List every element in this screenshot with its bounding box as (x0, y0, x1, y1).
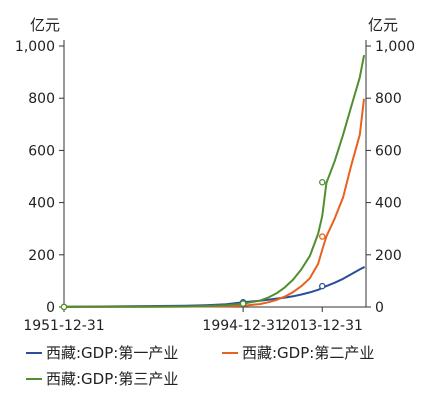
right-tick-label: 0 (375, 300, 384, 316)
series-marker (60, 303, 68, 311)
series-lines (63, 54, 365, 308)
right-tick-label: 800 (375, 91, 402, 107)
right-axis-unit: 亿元 (368, 16, 398, 34)
series-marker (239, 300, 247, 307)
series-line-2 (63, 98, 365, 308)
series-marker (319, 178, 326, 186)
series-line-3 (63, 54, 365, 308)
x-tick-label: 2013-12-31 (282, 318, 363, 334)
left-tick-label: 1,000 (15, 39, 55, 55)
right-tick-label: 1,000 (375, 39, 415, 55)
series-markers (60, 178, 326, 311)
legend-label-2: 西藏:GDP:第二产业 (242, 344, 374, 362)
x-tick-label: 1951-12-31 (23, 318, 104, 334)
right-tick-label: 400 (375, 196, 402, 212)
left-tick-label: 600 (28, 143, 55, 159)
left-tick-label: 400 (28, 196, 55, 212)
left-tick-label: 800 (28, 91, 55, 107)
x-tick-label: 1994-12-31 (202, 318, 283, 334)
series-marker (319, 233, 326, 240)
left-tick-label: 0 (46, 300, 55, 316)
right-tick-label: 600 (375, 143, 402, 159)
left-axis-unit: 亿元 (30, 16, 60, 34)
left-tick-label: 200 (28, 248, 55, 264)
axes: 亿元 亿元 0 200 400 600 800 1,000 0 200 400 600 800 1,000… (15, 16, 415, 334)
series-marker (319, 282, 326, 290)
legend-label-3: 西藏:GDP:第三产业 (46, 370, 178, 388)
series-line-1 (63, 266, 365, 308)
legend-label-1: 西藏:GDP:第一产业 (46, 344, 178, 362)
right-tick-label: 200 (375, 248, 402, 264)
